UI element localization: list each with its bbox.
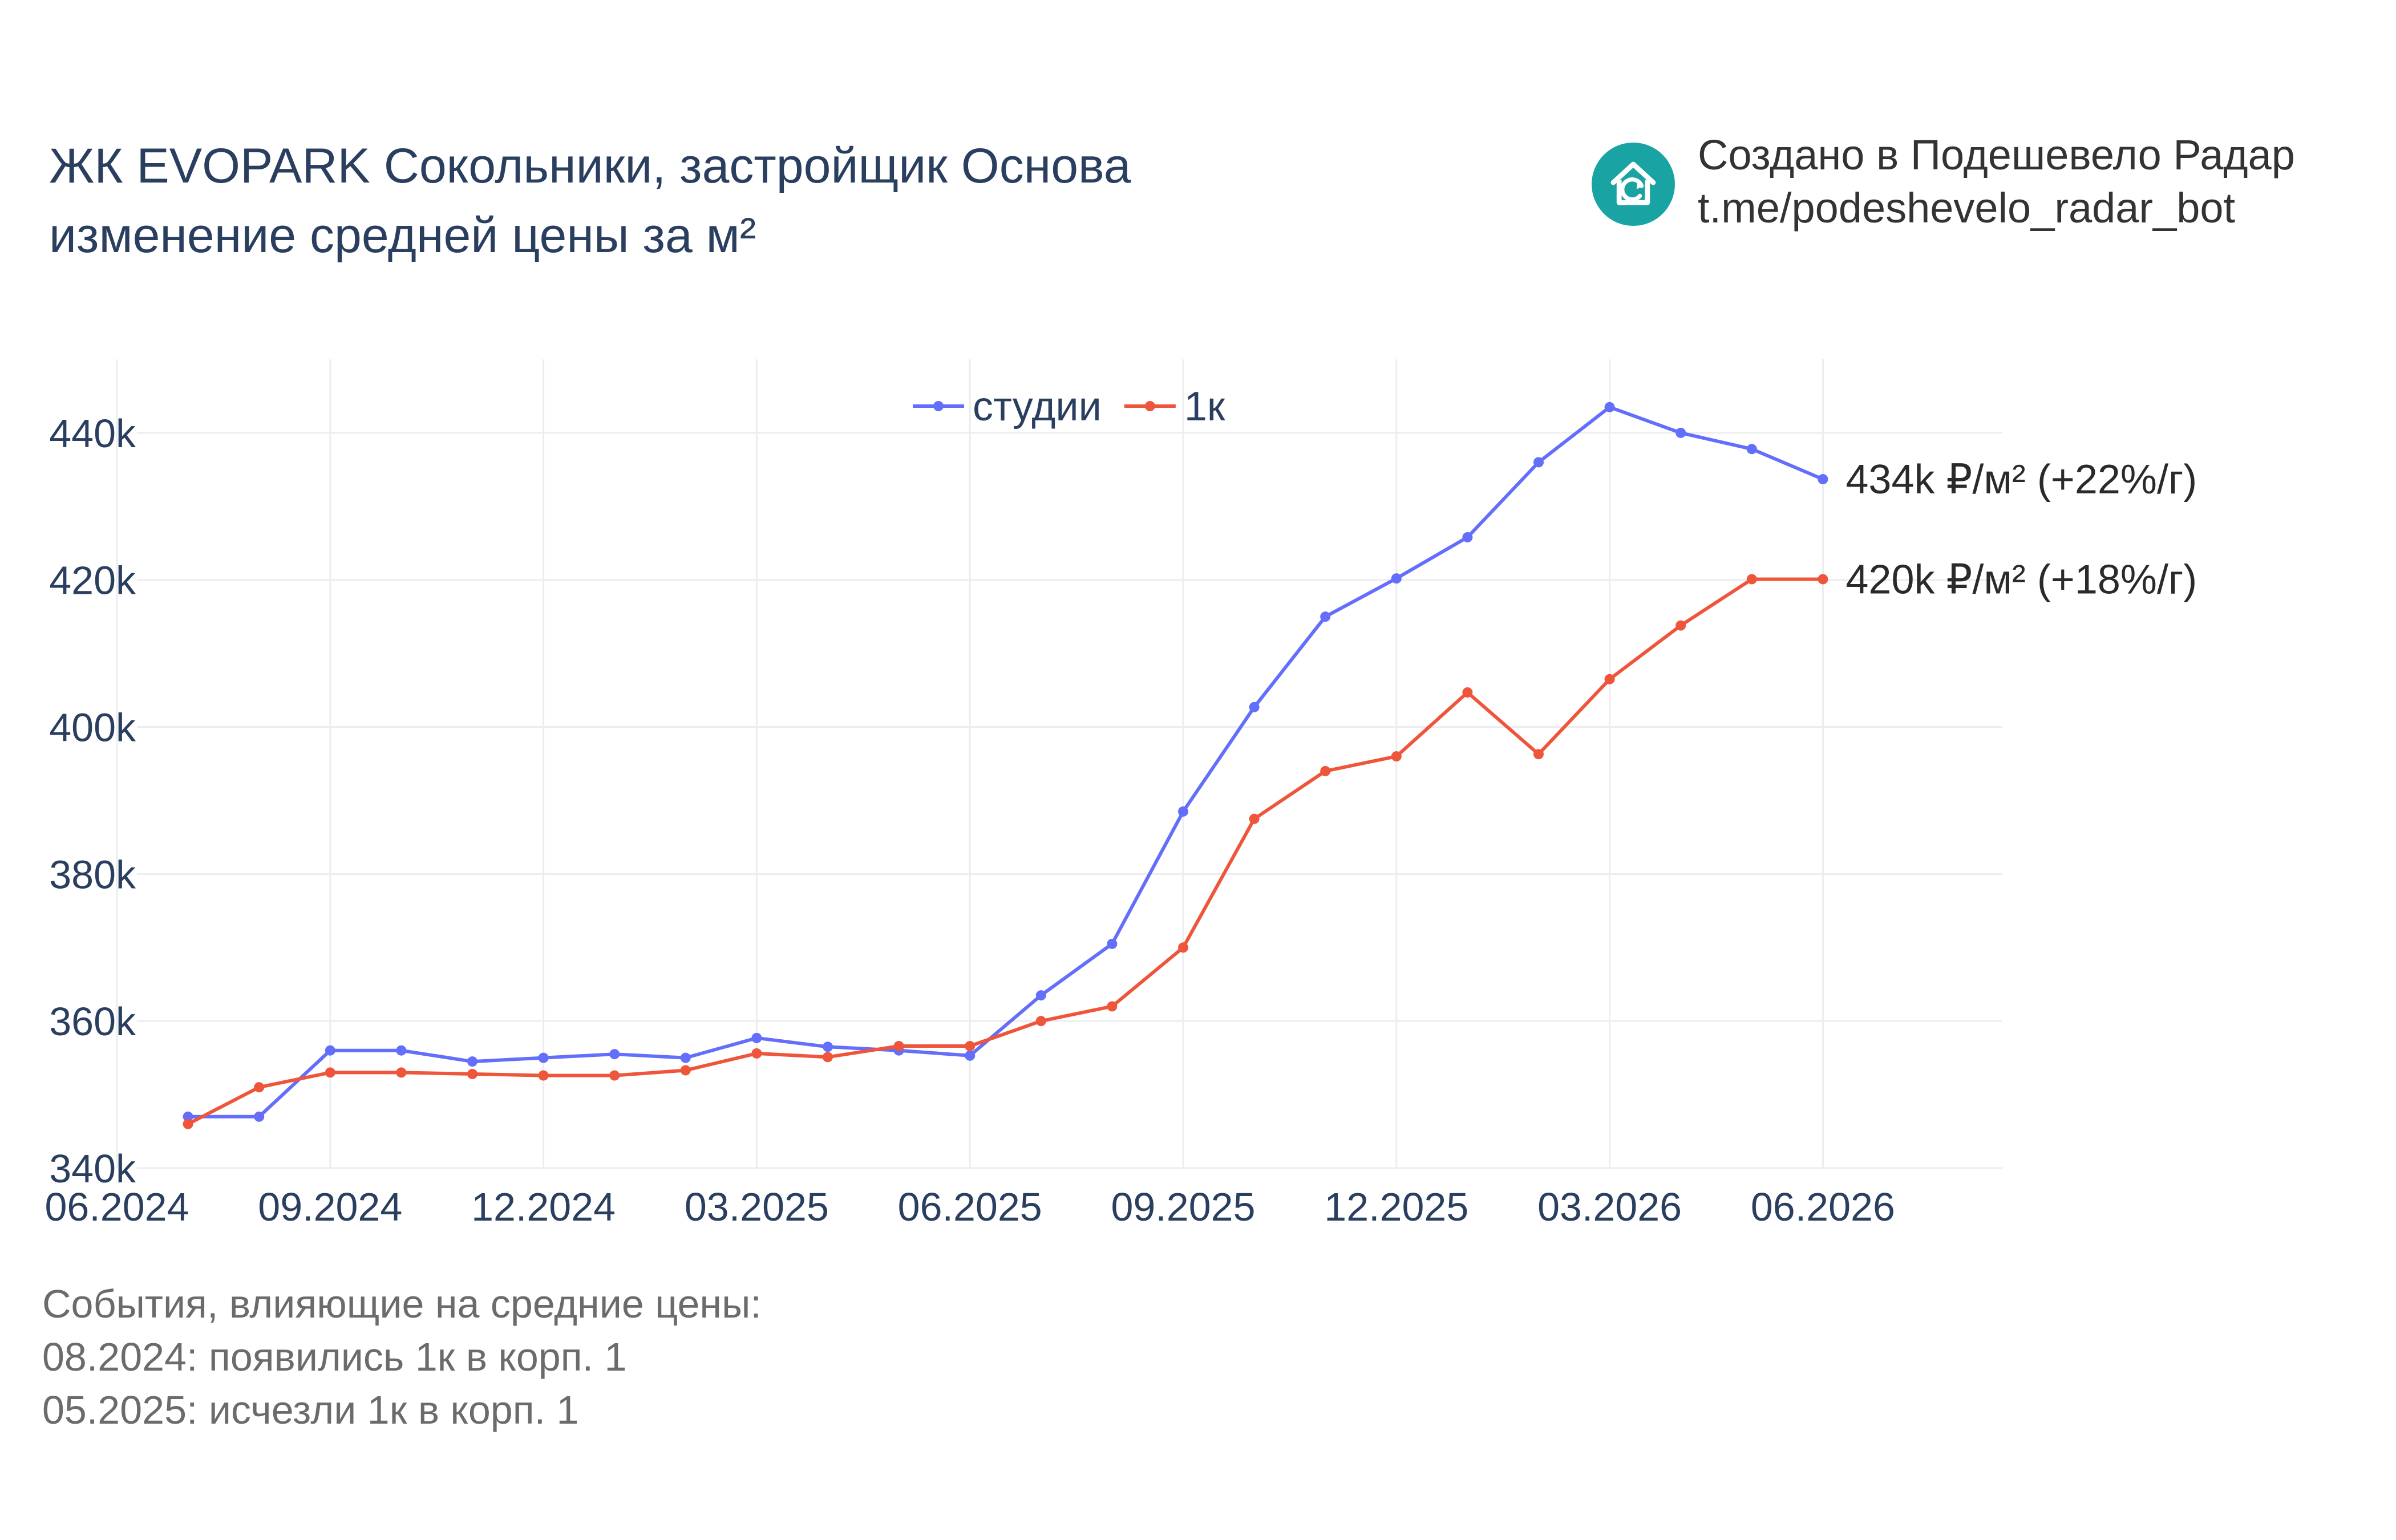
x-tick-label: 03.2026 xyxy=(1537,1185,1682,1229)
title-line-1: ЖК EVOPARK Сокольники, застройщик Основа xyxy=(49,139,1131,193)
title-line-2: изменение средней цены за м² xyxy=(49,208,756,263)
data-point xyxy=(1178,942,1188,953)
data-point xyxy=(1320,611,1331,622)
y-tick-label: 340k xyxy=(49,1146,136,1191)
chart-series xyxy=(183,402,1828,1129)
data-point xyxy=(965,1050,976,1061)
price-chart: 06.2024 09.2024 12.2024 03.2025 06.2025 09.20… xyxy=(44,359,2197,1229)
events-heading: События, влияющие на средние цены: xyxy=(42,1282,762,1326)
house-refresh-icon xyxy=(1592,143,1675,226)
y-tick-label: 400k xyxy=(49,706,136,750)
x-tick-label: 06.2026 xyxy=(1751,1185,1895,1229)
chart-title: ЖК EVOPARK Сокольники, застройщик Основа… xyxy=(49,131,1131,270)
data-point xyxy=(325,1067,335,1078)
data-point xyxy=(609,1070,620,1081)
data-point xyxy=(823,1041,833,1052)
data-point xyxy=(1249,702,1260,712)
data-point xyxy=(467,1056,477,1067)
credit-text: Создано в Подешевело Радар t.me/podeshev… xyxy=(1698,128,2295,234)
data-point xyxy=(396,1067,407,1078)
x-tick-label: 09.2024 xyxy=(258,1185,402,1229)
data-point xyxy=(823,1052,833,1063)
y-axis-ticks: 340k 360k 380k 400k 420k 440k xyxy=(49,411,136,1191)
credit-line-1: Создано в Подешевело Радар xyxy=(1698,131,2295,179)
series-line-1к xyxy=(187,577,1823,1126)
x-tick-label: 09.2025 xyxy=(1111,1185,1255,1229)
data-point xyxy=(1462,687,1473,698)
data-point xyxy=(325,1045,335,1056)
events-note: События, влияющие на средние цены: 08.20… xyxy=(42,1278,762,1437)
x-tick-label: 12.2024 xyxy=(471,1185,616,1229)
data-point xyxy=(538,1052,549,1063)
data-point xyxy=(1675,427,1686,438)
event-item: 08.2024: появились 1к в корп. 1 xyxy=(42,1335,627,1379)
x-tick-label: 06.2025 xyxy=(898,1185,1042,1229)
legend-label: студии xyxy=(973,384,1102,429)
data-point xyxy=(1818,474,1828,485)
data-point xyxy=(1320,765,1331,776)
data-point xyxy=(254,1082,265,1093)
data-point xyxy=(1391,751,1402,762)
data-point xyxy=(1107,938,1118,949)
legend-marker xyxy=(1144,401,1155,411)
data-point xyxy=(396,1045,407,1056)
y-tick-label: 420k xyxy=(49,558,136,603)
data-point xyxy=(1178,806,1188,817)
data-point xyxy=(1035,990,1046,1001)
data-point xyxy=(1533,749,1544,760)
series-end-label: 420k ₽/м² (+18%/г) xyxy=(1845,557,2197,602)
credit-link[interactable]: t.me/podeshevelo_radar_bot xyxy=(1698,184,2236,232)
data-point xyxy=(680,1052,691,1063)
data-point xyxy=(1746,574,1757,585)
x-tick-label: 12.2025 xyxy=(1324,1185,1468,1229)
end-labels: 434k ₽/м² (+22%/г) 420k ₽/м² (+18%/г) xyxy=(1845,457,2197,602)
data-point xyxy=(183,1111,193,1122)
data-point xyxy=(254,1111,265,1122)
x-tick-label: 06.2024 xyxy=(44,1185,189,1229)
chart-legend: студии 1к xyxy=(913,384,1225,429)
data-point xyxy=(893,1041,904,1052)
data-point xyxy=(1675,620,1686,631)
data-point xyxy=(467,1068,477,1079)
data-point xyxy=(1533,457,1544,468)
data-point xyxy=(609,1049,620,1060)
data-point xyxy=(1462,532,1473,542)
data-point xyxy=(1035,1016,1046,1027)
data-point xyxy=(1107,1001,1118,1012)
data-point xyxy=(965,1041,976,1052)
data-point xyxy=(680,1065,691,1076)
x-axis-ticks: 06.2024 09.2024 12.2024 03.2025 06.2025 09.20… xyxy=(44,1185,1895,1229)
y-tick-label: 440k xyxy=(49,411,136,456)
y-tick-label: 380k xyxy=(49,852,136,897)
legend-marker xyxy=(933,401,944,411)
data-point xyxy=(751,1032,762,1043)
credit-block: Создано в Подешевело Радар t.me/podeshev… xyxy=(1592,128,2295,234)
chart-grid xyxy=(116,359,2002,1169)
data-point xyxy=(1746,444,1757,455)
data-point xyxy=(1391,573,1402,584)
event-item: 05.2025: исчезли 1к в корп. 1 xyxy=(42,1388,579,1432)
series-line-студии xyxy=(188,405,1824,1118)
data-point xyxy=(1249,813,1260,824)
data-point xyxy=(751,1048,762,1059)
data-point xyxy=(1818,574,1828,585)
data-point xyxy=(538,1070,549,1081)
data-point xyxy=(1604,674,1615,684)
data-point xyxy=(183,1118,193,1129)
x-tick-label: 03.2025 xyxy=(685,1185,829,1229)
y-tick-label: 360k xyxy=(49,999,136,1044)
data-point xyxy=(1604,402,1615,412)
legend-label: 1к xyxy=(1184,384,1225,429)
series-end-label: 434k ₽/м² (+22%/г) xyxy=(1845,457,2197,502)
